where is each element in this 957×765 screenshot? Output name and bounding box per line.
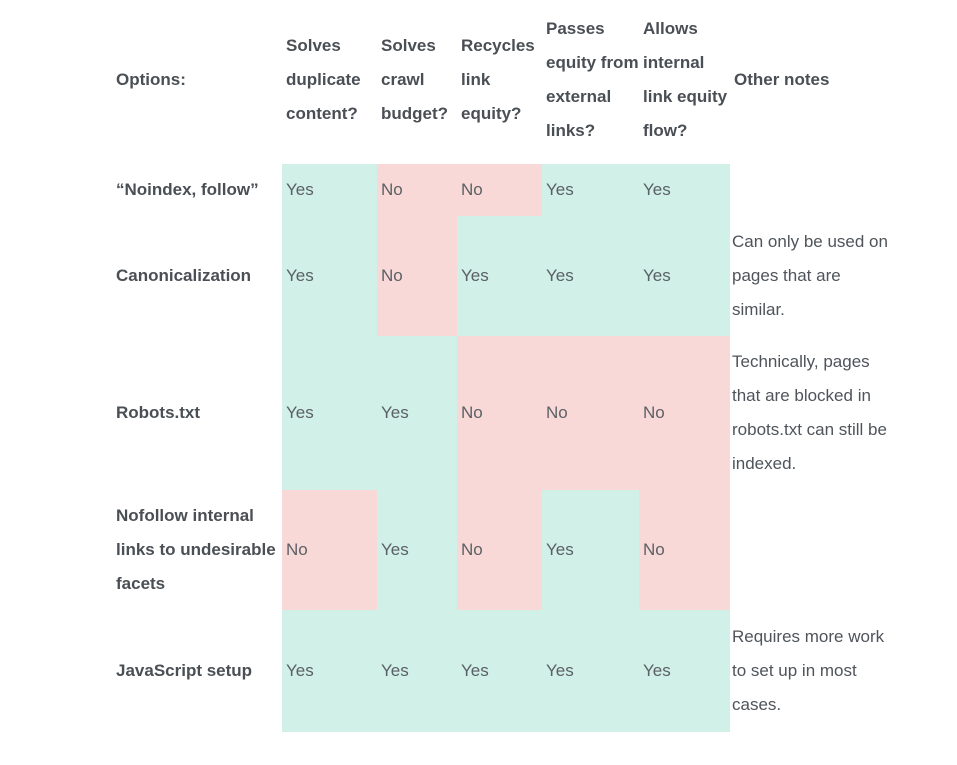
value-cell: Yes [639,164,730,216]
header-duplicate-content: Solves duplicate content? [286,36,361,123]
value-cell: No [457,164,542,216]
value-cell: No [639,490,730,610]
option-label: Robots.txt [116,403,201,422]
value-cell: Yes [282,164,377,216]
header-options: Options: [116,70,186,89]
value-cell: Yes [639,216,730,336]
notes-cell: Requires more work to set up in most cas… [732,627,885,714]
table-row: Nofollow internal links to undesirable f… [112,490,890,610]
header-link-equity: Recycles link equity? [461,36,535,123]
value-cell: No [377,164,457,216]
value-cell: Yes [542,490,639,610]
option-label: Nofollow internal links to undesirable f… [116,506,276,593]
header-external-equity: Passes equity from external links? [546,19,639,140]
notes-cell [730,490,890,610]
table-row: Canonicalization Yes No Yes Yes Yes Can … [112,216,890,336]
value-cell: No [457,490,542,610]
header-other-notes: Other notes [734,70,830,89]
value-cell: Yes [639,610,730,732]
value-cell: No [377,216,457,336]
value-cell: Yes [377,610,457,732]
value-cell: Yes [542,216,639,336]
value-cell: Yes [542,164,639,216]
notes-cell: Can only be used on pages that are simil… [732,232,888,319]
header-internal-flow: Allows internal link equity flow? [643,19,728,140]
value-cell: Yes [377,490,457,610]
table-row: “Noindex, follow” Yes No No Yes Yes [112,164,890,216]
value-cell: Yes [457,610,542,732]
value-cell: Yes [282,216,377,336]
table-row: Robots.txt Yes Yes No No No Technically,… [112,336,890,490]
value-cell: Yes [457,216,542,336]
option-label: JavaScript setup [116,661,253,680]
notes-cell [730,164,890,216]
header-crawl-budget: Solves crawl budget? [381,36,449,123]
value-cell: Yes [542,610,639,732]
table-row: JavaScript setup Yes Yes Yes Yes Yes Req… [112,610,890,732]
option-label: “Noindex, follow” [116,180,259,199]
value-cell: Yes [282,336,377,490]
option-label: Canonicalization [116,266,252,285]
value-cell: No [542,336,639,490]
value-cell: No [282,490,377,610]
value-cell: No [639,336,730,490]
header-row: Options: Solves duplicate content? Solve… [112,4,890,164]
value-cell: Yes [282,610,377,732]
notes-cell: Technically, pages that are blocked in r… [732,352,887,473]
value-cell: No [457,336,542,490]
comparison-table: Options: Solves duplicate content? Solve… [112,4,890,732]
value-cell: Yes [377,336,457,490]
